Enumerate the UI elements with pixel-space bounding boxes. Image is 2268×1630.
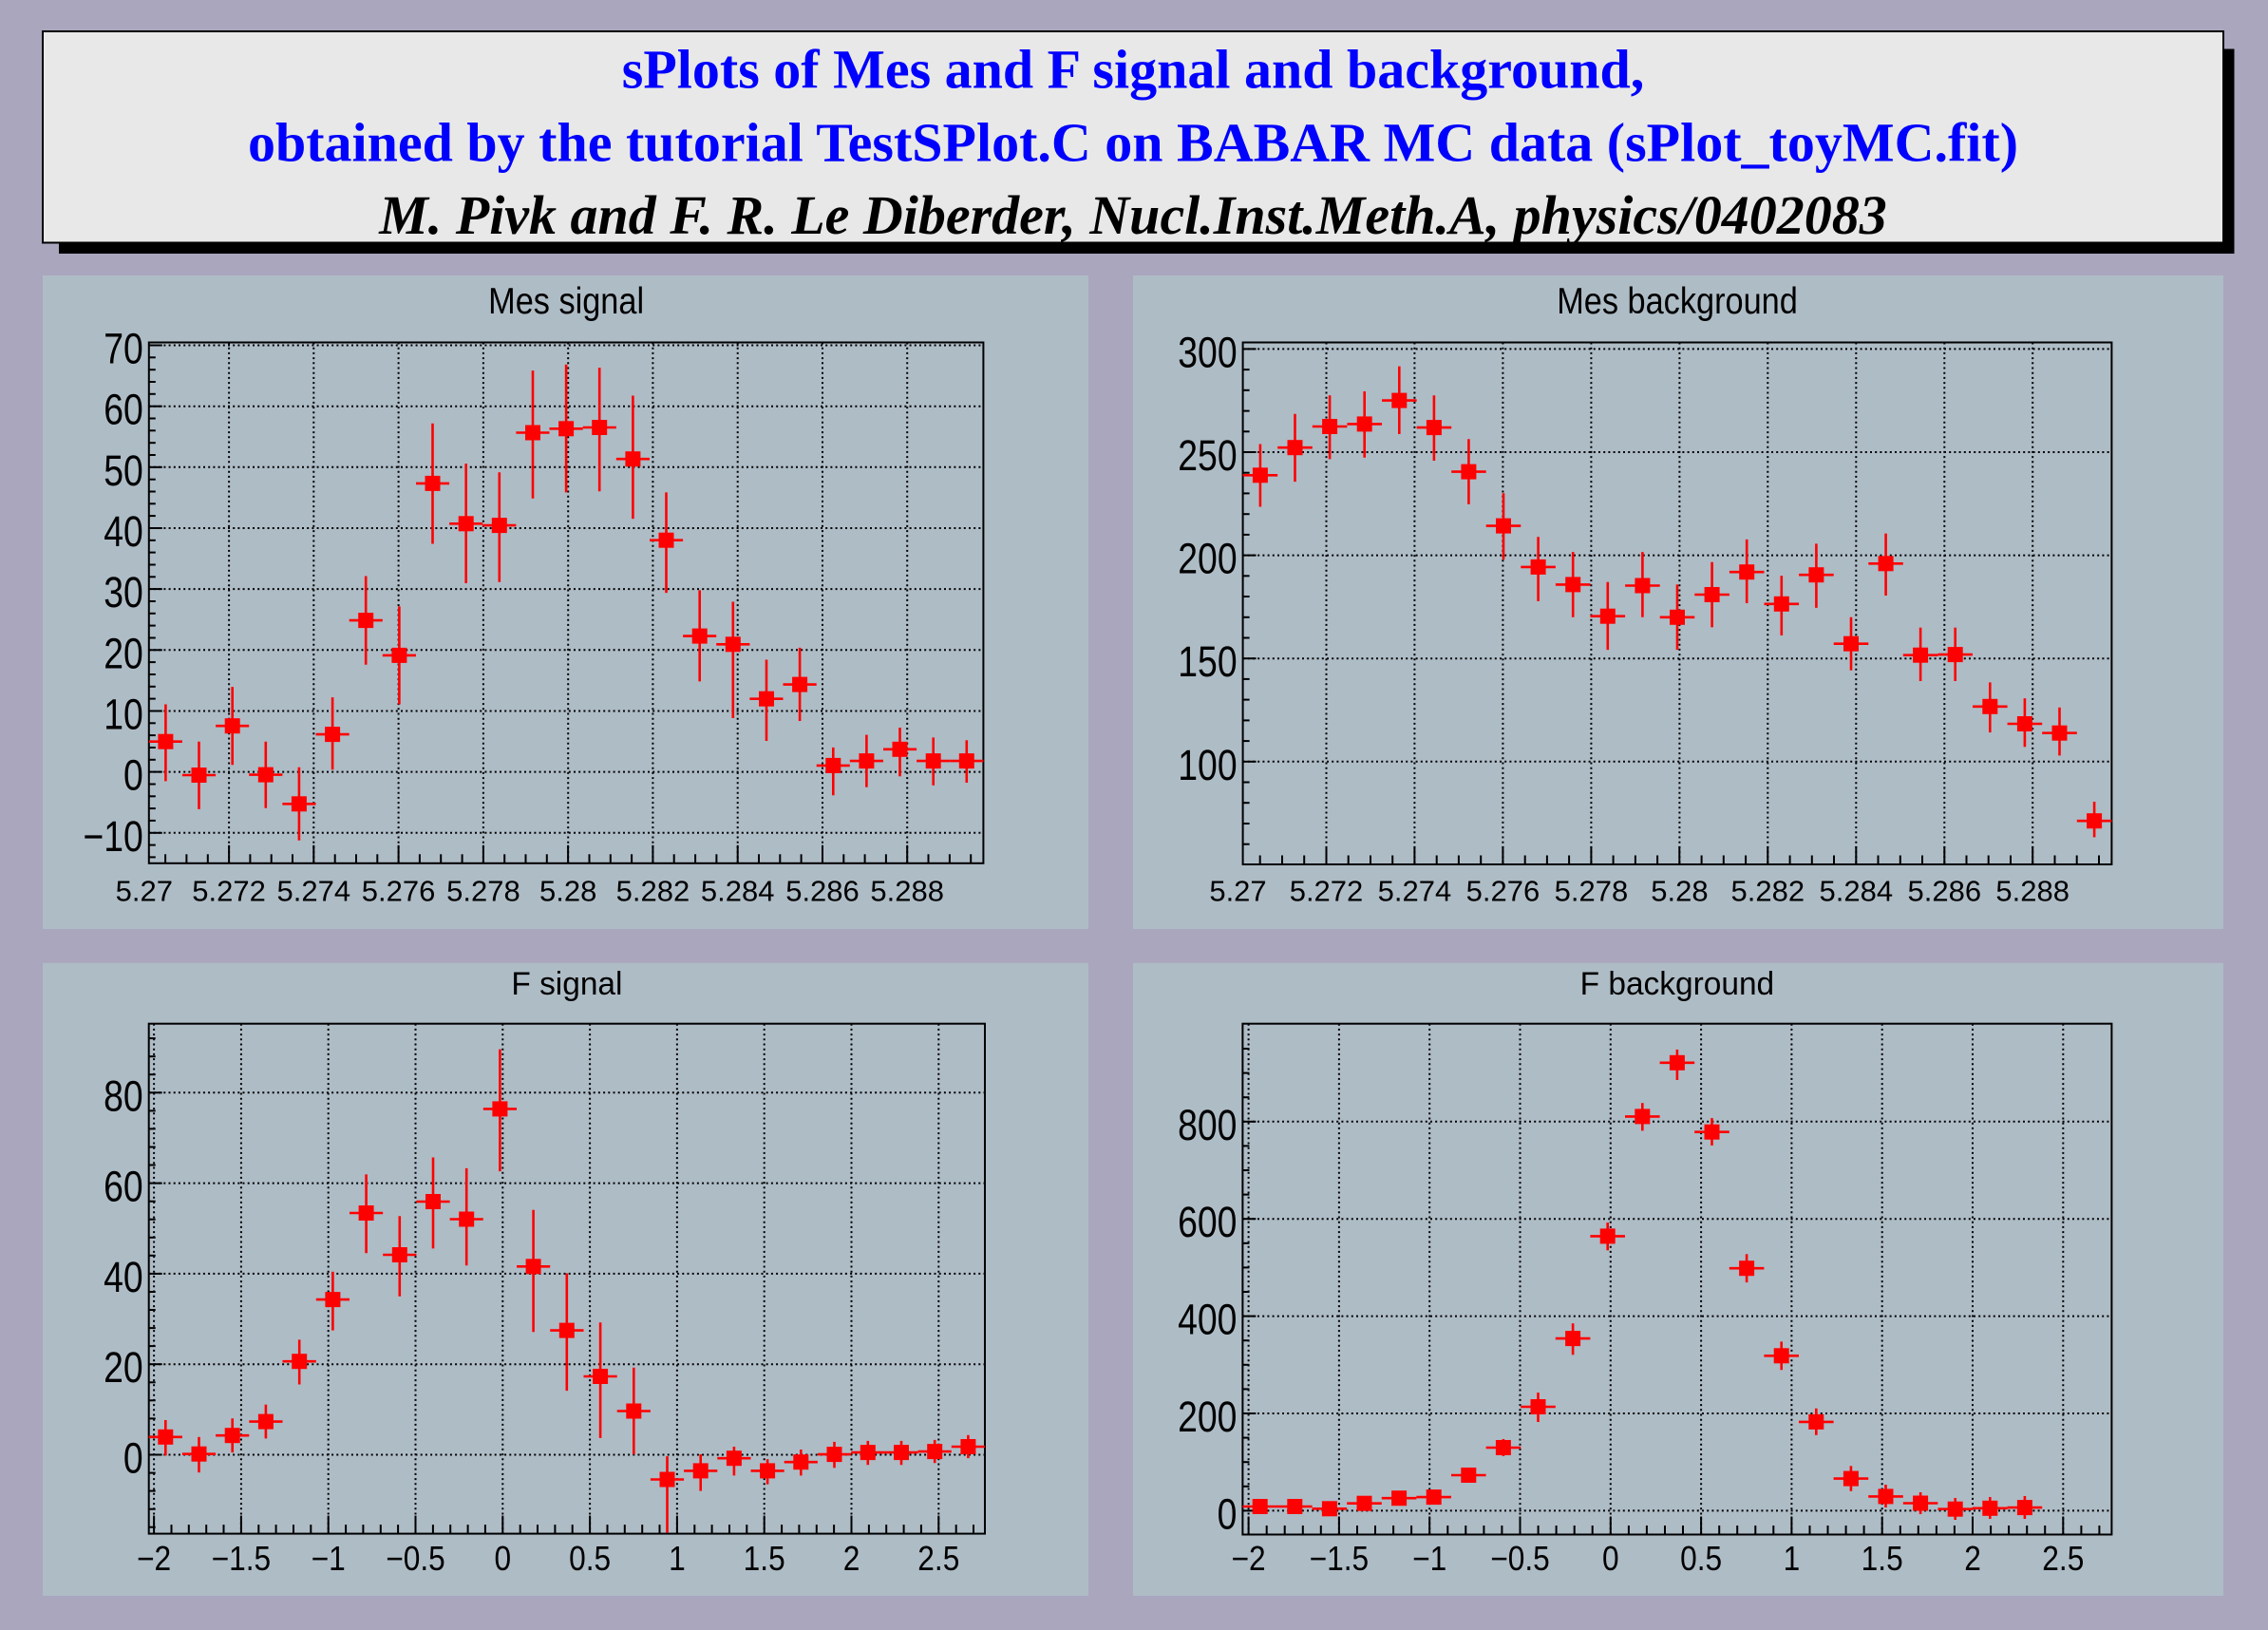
svg-text:5.27: 5.27: [116, 875, 173, 908]
svg-text:5.28: 5.28: [539, 875, 596, 908]
svg-text:5.286: 5.286: [785, 875, 860, 908]
svg-text:5.278: 5.278: [1555, 875, 1629, 908]
svg-text:Mes background: Mes background: [1557, 280, 1798, 322]
svg-text:Mes signal: Mes signal: [488, 280, 644, 322]
svg-text:5.272: 5.272: [192, 875, 266, 908]
svg-text:300: 300: [1178, 329, 1237, 376]
svg-text:20: 20: [104, 630, 143, 677]
svg-text:5.284: 5.284: [1820, 875, 1894, 908]
svg-text:0: 0: [123, 1434, 143, 1482]
svg-text:5.288: 5.288: [870, 875, 944, 908]
svg-text:1.5: 1.5: [744, 1540, 785, 1578]
svg-text:0: 0: [1218, 1490, 1238, 1538]
svg-text:70: 70: [104, 325, 143, 372]
svg-text:0.5: 0.5: [1680, 1540, 1722, 1578]
svg-text:5.274: 5.274: [277, 875, 351, 908]
svg-text:100: 100: [1178, 742, 1237, 789]
svg-text:2: 2: [1964, 1540, 1981, 1578]
svg-text:1: 1: [669, 1540, 686, 1578]
svg-text:1.5: 1.5: [1862, 1540, 1903, 1578]
svg-text:sPlots of Mes and F signal and: sPlots of Mes and F signal and backgroun…: [622, 39, 1644, 101]
svg-text:−0.5: −0.5: [386, 1540, 445, 1578]
svg-text:−1: −1: [1412, 1540, 1446, 1578]
svg-text:2.5: 2.5: [917, 1540, 959, 1578]
svg-text:F background: F background: [1580, 966, 1775, 1003]
svg-text:200: 200: [1178, 1393, 1237, 1441]
svg-text:−2: −2: [137, 1540, 171, 1578]
svg-text:30: 30: [104, 569, 143, 616]
svg-text:200: 200: [1178, 535, 1237, 582]
svg-text:−2: −2: [1232, 1540, 1266, 1578]
svg-text:40: 40: [104, 508, 143, 556]
svg-text:5.286: 5.286: [1908, 875, 1982, 908]
svg-text:5.282: 5.282: [616, 875, 690, 908]
svg-text:250: 250: [1178, 432, 1237, 480]
svg-text:80: 80: [104, 1072, 143, 1120]
svg-text:40: 40: [104, 1254, 143, 1301]
svg-text:5.274: 5.274: [1378, 875, 1452, 908]
svg-text:F signal: F signal: [511, 966, 622, 1003]
svg-text:0: 0: [1602, 1540, 1619, 1578]
svg-text:5.284: 5.284: [701, 875, 775, 908]
svg-text:400: 400: [1178, 1296, 1237, 1343]
svg-text:0.5: 0.5: [569, 1540, 611, 1578]
svg-text:5.276: 5.276: [362, 875, 436, 908]
svg-text:5.288: 5.288: [1995, 875, 2070, 908]
svg-text:600: 600: [1178, 1199, 1237, 1246]
svg-text:5.276: 5.276: [1466, 875, 1540, 908]
svg-text:0: 0: [123, 751, 143, 799]
svg-text:2.5: 2.5: [2042, 1540, 2084, 1578]
svg-text:−1.5: −1.5: [212, 1540, 272, 1578]
svg-text:60: 60: [104, 1163, 143, 1210]
svg-text:5.282: 5.282: [1731, 875, 1805, 908]
svg-text:5.272: 5.272: [1290, 875, 1364, 908]
svg-text:obtained by the tutorial TestS: obtained by the tutorial TestSPlot.C on …: [248, 111, 2018, 173]
svg-text:5.278: 5.278: [446, 875, 520, 908]
svg-text:150: 150: [1178, 638, 1237, 686]
svg-text:800: 800: [1178, 1102, 1237, 1149]
svg-text:5.27: 5.27: [1209, 875, 1266, 908]
svg-text:0: 0: [494, 1540, 511, 1578]
svg-text:−0.5: −0.5: [1490, 1540, 1550, 1578]
svg-text:2: 2: [843, 1540, 860, 1578]
svg-text:−1: −1: [312, 1540, 346, 1578]
svg-text:60: 60: [104, 386, 143, 433]
svg-text:−10: −10: [83, 813, 142, 861]
svg-text:10: 10: [104, 691, 143, 738]
svg-text:5.28: 5.28: [1651, 875, 1708, 908]
svg-text:M. Pivk and F. R. Le Diberder,: M. Pivk and F. R. Le Diberder, Nucl.Inst…: [378, 184, 1887, 246]
svg-text:20: 20: [104, 1344, 143, 1392]
svg-text:50: 50: [104, 447, 143, 495]
svg-text:1: 1: [1784, 1540, 1801, 1578]
svg-text:−1.5: −1.5: [1310, 1540, 1370, 1578]
